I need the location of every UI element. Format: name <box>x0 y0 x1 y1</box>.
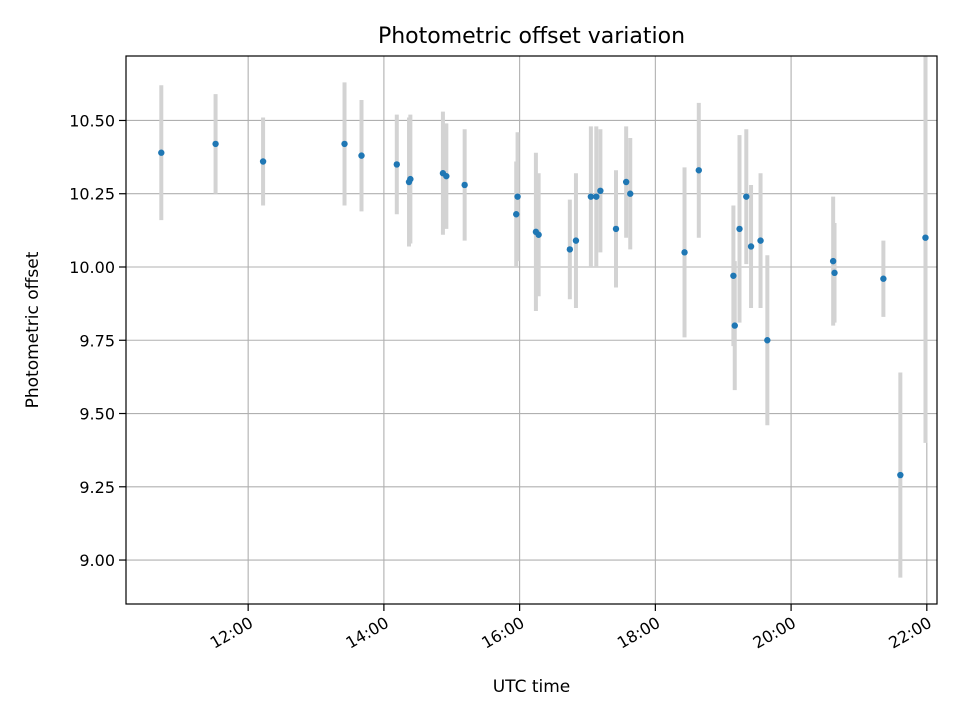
data-point <box>831 269 838 277</box>
data-point <box>158 149 165 156</box>
y-tick-label: 9.25 <box>79 478 115 497</box>
data-point <box>212 140 219 148</box>
data-point <box>695 167 702 174</box>
data-point <box>764 337 771 344</box>
data-point <box>461 181 468 189</box>
data-point <box>572 237 580 244</box>
data-point <box>829 257 837 265</box>
data-point <box>514 193 521 200</box>
y-tick-label: 9.75 <box>79 331 115 350</box>
data-point <box>612 225 620 233</box>
data-point <box>730 272 737 279</box>
data-point <box>341 140 348 148</box>
data-point <box>747 243 755 250</box>
chart-title: Photometric offset variation <box>378 24 685 49</box>
data-point <box>535 231 542 238</box>
data-point <box>880 275 887 282</box>
data-point <box>407 175 414 183</box>
y-axis: 9.00 9.25 9.50 9.75 10.00 10.25 10.50 <box>69 111 126 570</box>
plot-frame <box>125 55 938 605</box>
data-point <box>393 161 400 168</box>
data-point <box>922 234 929 241</box>
data-point <box>736 225 743 233</box>
data-point <box>593 193 600 200</box>
data-point <box>731 322 738 329</box>
y-tick-label: 10.00 <box>69 258 115 277</box>
data-point <box>443 172 450 180</box>
data-point <box>897 471 904 479</box>
data-point <box>597 187 604 195</box>
data-point <box>681 249 688 256</box>
y-tick-label: 9.00 <box>79 551 115 570</box>
data-point <box>566 246 574 253</box>
data-point <box>627 190 634 197</box>
y-axis-label: Photometric offset <box>23 251 43 408</box>
data-points <box>158 140 929 479</box>
x-axis-label: UTC time <box>493 677 571 697</box>
data-point <box>622 178 630 186</box>
data-point <box>743 193 750 200</box>
y-tick-label: 10.25 <box>69 185 115 204</box>
y-tick-label: 10.50 <box>69 111 115 130</box>
data-point <box>587 193 595 200</box>
data-point <box>757 237 764 244</box>
data-point <box>513 211 520 218</box>
data-point <box>259 158 267 165</box>
data-point <box>358 152 365 159</box>
y-tick-label: 9.50 <box>79 405 115 424</box>
